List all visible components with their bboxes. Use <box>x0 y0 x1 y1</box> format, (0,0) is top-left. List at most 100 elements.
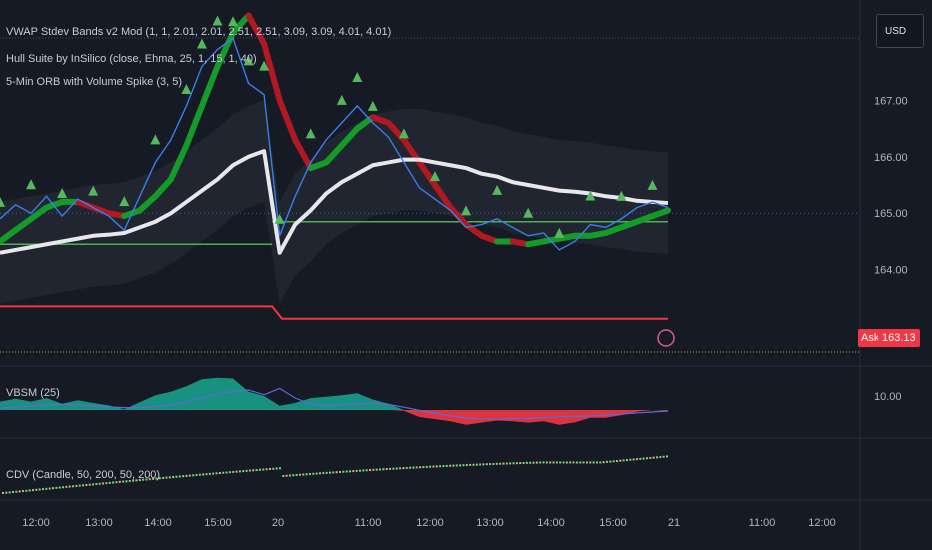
cdv-candle <box>292 474 295 477</box>
cdv-candle <box>278 467 281 470</box>
cdv-candle <box>215 472 218 475</box>
cdv-candle <box>335 471 338 474</box>
legend-vwap[interactable]: VWAP Stdev Bands v2 Mod (1, 1, 2.01, 2.0… <box>6 26 392 38</box>
time-tick: 11:00 <box>749 517 776 529</box>
time-tick: 12:00 <box>22 517 50 529</box>
signal-triangle <box>212 15 223 26</box>
hull-segment <box>276 97 299 143</box>
currency-selector[interactable]: USD <box>876 14 924 48</box>
cdv-candle <box>152 477 155 480</box>
cdv-candle <box>72 485 75 488</box>
price-tick: 164.00 <box>874 265 908 277</box>
cdv-candle <box>525 461 528 464</box>
cdv-candle <box>492 462 495 465</box>
signal-triangle <box>181 83 192 94</box>
cdv-candle <box>122 480 125 483</box>
signal-triangle <box>429 171 440 182</box>
cdv-candle <box>102 482 105 485</box>
cdv-candle <box>495 462 498 465</box>
cdv-candle <box>135 479 138 482</box>
cdv-candle <box>262 468 265 471</box>
cdv-candle <box>609 460 612 463</box>
cdv-candle <box>565 461 568 464</box>
cdv-candle <box>302 473 305 476</box>
cdv-candle <box>105 482 108 485</box>
time-axis[interactable]: 12:00 13:00 14:00 15:00 20 11:00 12:00 13:00 14:… <box>22 517 836 529</box>
cdv-candle <box>275 467 278 470</box>
cdv-candle <box>379 468 382 471</box>
price-tick: 165.00 <box>874 208 908 220</box>
cdv-candle <box>85 484 88 487</box>
cdv-candle <box>372 468 375 471</box>
ask-label: Ask <box>858 329 883 347</box>
cdv-candle <box>545 461 548 464</box>
hull-segment <box>12 215 35 234</box>
cdv-pane <box>2 455 668 494</box>
signal-triangle <box>398 128 409 139</box>
price-axis[interactable]: 167.00 166.00 165.00 164.00 10.00 <box>874 95 908 403</box>
cdv-candle <box>98 482 101 485</box>
legend-hull[interactable]: Hull Suite by InSilico (close, Ehma, 25,… <box>6 53 257 65</box>
cdv-candle <box>632 458 635 461</box>
vbsm-signal-line <box>0 387 669 420</box>
signal-triangle <box>259 60 270 71</box>
legend-orb[interactable]: 5-Min ORB with Volume Spike (3, 5) <box>6 76 183 88</box>
cdv-candle <box>328 471 331 474</box>
time-tick: 20 <box>272 517 284 529</box>
cdv-candle <box>595 461 598 464</box>
cdv-candle <box>268 468 271 471</box>
time-tick: 12:00 <box>808 517 836 529</box>
cdv-candle <box>362 469 365 472</box>
cdv-candle <box>449 464 452 467</box>
signal-triangle <box>492 184 503 195</box>
cdv-candle <box>155 477 158 480</box>
cdv-candle <box>35 488 38 491</box>
cdv-candle <box>605 460 608 463</box>
cdv-candle <box>55 486 58 489</box>
cdv-candle <box>265 468 268 471</box>
cdv-candle <box>242 470 245 473</box>
cdv-candle <box>295 474 298 477</box>
hull-segment <box>214 29 237 70</box>
cdv-candle <box>539 461 542 464</box>
hull-segment <box>261 40 283 104</box>
hull-segment <box>323 142 345 166</box>
signal-triangle <box>196 38 207 49</box>
time-tick: 14:00 <box>537 517 565 529</box>
cdv-candle <box>2 492 4 494</box>
hull-segment <box>447 204 470 228</box>
cdv-candle <box>392 467 395 470</box>
cdv-candle <box>168 476 171 479</box>
cdv-candle <box>332 471 335 474</box>
cdv-candle <box>615 459 618 462</box>
cdv-candle <box>318 472 321 475</box>
ask-price-tag: 163.13 <box>878 329 920 347</box>
cdv-candle <box>532 461 535 464</box>
cdv-candle <box>222 471 225 474</box>
cdv-candle <box>128 479 131 482</box>
cdv-candle <box>472 463 475 466</box>
cdv-candle <box>352 470 355 473</box>
signal-triangle <box>523 207 534 218</box>
cdv-candle <box>529 461 532 464</box>
cdv-candle <box>298 473 301 476</box>
cdv-candle <box>572 461 575 464</box>
cdv-candle <box>212 472 215 475</box>
signal-triangle <box>150 134 161 145</box>
signal-triangle <box>243 55 254 66</box>
cdv-candle <box>382 468 385 471</box>
hull-segment <box>167 142 190 183</box>
cdv-candle <box>205 473 208 476</box>
legend-cdv[interactable]: CDV (Candle, 50, 200, 50, 200) <box>6 469 161 481</box>
legend-vbsm[interactable]: VBSM (25) <box>6 387 60 399</box>
hull-segment <box>152 176 174 200</box>
cdv-candle <box>315 472 318 475</box>
cdv-candle <box>48 487 51 490</box>
cdv-candle <box>369 469 372 472</box>
cdv-candle <box>652 456 655 459</box>
cdv-candle <box>542 461 545 464</box>
cdv-candle <box>108 481 111 484</box>
cdv-candle <box>175 475 178 478</box>
